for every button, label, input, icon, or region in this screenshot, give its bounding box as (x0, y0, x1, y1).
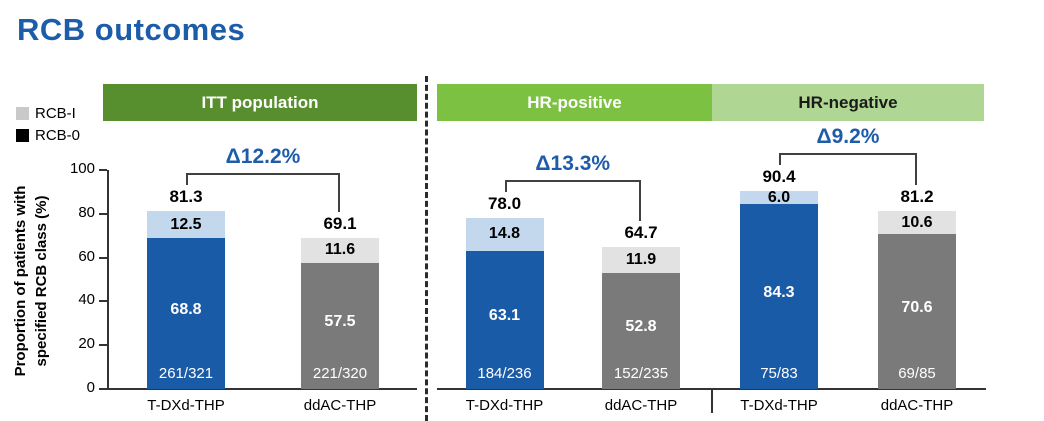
legend-swatch-rcb-0 (16, 128, 29, 142)
x-axis-separator-tick (711, 389, 713, 413)
y-axis-tick (99, 300, 107, 303)
delta-bracket-left-hr-positive (504, 180, 507, 193)
bar-rcb-i-label-hr-negative-ddac-thp: 10.6 (901, 213, 933, 231)
x-axis-category-label-hr-negative-t-dxd-thp: T-DXd-THP (740, 397, 818, 414)
group-header-hr-positive: HR-positive (437, 84, 712, 121)
x-axis-category-label-itt-t-dxd-thp: T-DXd-THP (147, 397, 225, 414)
bar-segment-rcb-0-hr-positive-ddac-thp (602, 273, 680, 389)
delta-bracket-horizontal-itt (186, 172, 340, 175)
legend: RCB-I RCB-0 (16, 102, 80, 146)
delta-bracket-right-hr-negative (915, 153, 917, 186)
y-axis-tick (99, 256, 107, 259)
delta-bracket-right-hr-positive (639, 180, 641, 222)
bar-segment-rcb-0-hr-positive-t-dxd-thp (465, 250, 544, 389)
x-axis-category-label-hr-positive-ddac-thp: ddAC-THP (604, 397, 678, 414)
y-axis-title: Proportion of patients with specified RC… (10, 151, 54, 411)
y-axis-tick-label: 80 (78, 203, 95, 221)
bar-segment-rcb-0-itt-ddac-thp (301, 263, 379, 389)
legend-label-rcb-i: RCB-I (35, 104, 76, 122)
bar-total-label-hr-negative-ddac-thp: 81.2 (900, 187, 934, 207)
y-axis-tick (99, 169, 107, 171)
y-axis-line (107, 170, 109, 389)
bar-total-label-hr-negative-t-dxd-thp: 90.4 (762, 167, 796, 187)
bar-segment-rcb-0-hr-negative-t-dxd-thp (740, 204, 818, 389)
bar-segment-rcb-i-hr-negative-ddac-thp (878, 211, 956, 235)
y-axis-tick-label: 40 (78, 291, 95, 309)
bar-fraction-label-itt-t-dxd-thp: 261/321 (158, 365, 214, 382)
bar-segment-rcb-i-hr-negative-t-dxd-thp (740, 191, 818, 205)
bar-segment-rcb-0-hr-negative-ddac-thp (878, 234, 956, 389)
bar-rcb-i-label-itt-ddac-thp: 11.6 (324, 241, 356, 259)
y-axis-tick-label: 0 (86, 379, 95, 396)
bar-total-label-hr-positive-t-dxd-thp: 78.0 (487, 194, 522, 214)
bar-fraction-label-hr-positive-ddac-thp: 152/235 (613, 365, 669, 382)
y-axis-tick-label: 20 (78, 335, 95, 353)
delta-bracket-right-itt (338, 172, 340, 212)
bar-rcb-0-label-itt-t-dxd-thp: 68.8 (170, 300, 202, 318)
delta-label-hr-positive: Δ13.3% (535, 152, 611, 176)
page-title: RCB outcomes (17, 12, 246, 47)
dashed-divider-line (425, 76, 428, 421)
bar-fraction-label-hr-negative-ddac-thp: 69/85 (898, 365, 936, 382)
y-axis-title-line2: specified RCB class (%) (33, 195, 50, 367)
delta-bracket-horizontal-hr-negative (779, 153, 917, 156)
group-header-hr-negative: HR-negative (712, 84, 984, 121)
x-axis-category-label-hr-negative-ddac-thp: ddAC-THP (880, 397, 954, 414)
bar-segment-rcb-i-itt-ddac-thp (301, 237, 379, 264)
bar-segment-rcb-i-itt-t-dxd-thp (147, 210, 225, 239)
bar-rcb-i-label-hr-positive-ddac-thp: 11.9 (625, 251, 657, 269)
legend-swatch-rcb-i (16, 106, 29, 120)
y-axis-tick-label: 100 (69, 160, 95, 177)
bar-segment-rcb-0-itt-t-dxd-thp (147, 238, 225, 389)
x-axis-line-itt (107, 388, 417, 390)
x-axis-category-label-itt-ddac-thp: ddAC-THP (303, 397, 377, 414)
legend-item-rcb-0: RCB-0 (16, 124, 80, 146)
y-axis-tick (99, 212, 107, 215)
delta-label-hr-negative: Δ9.2% (816, 125, 880, 149)
bar-total-label-itt-ddac-thp: 69.1 (323, 213, 357, 233)
delta-bracket-horizontal-hr-positive (504, 180, 641, 183)
bar-rcb-i-label-itt-t-dxd-thp: 12.5 (170, 215, 202, 233)
bar-fraction-label-hr-negative-t-dxd-thp: 75/83 (760, 365, 798, 382)
legend-label-rcb-0: RCB-0 (35, 126, 81, 144)
bar-segment-rcb-i-hr-positive-ddac-thp (602, 247, 680, 274)
bar-rcb-0-label-hr-negative-t-dxd-thp: 84.3 (763, 283, 795, 301)
bar-segment-rcb-i-hr-positive-t-dxd-thp (465, 218, 544, 251)
delta-label-itt: Δ12.2% (225, 144, 301, 168)
bar-rcb-0-label-hr-positive-ddac-thp: 52.8 (625, 318, 657, 336)
y-axis-tick (99, 344, 107, 347)
bar-rcb-0-label-itt-ddac-thp: 57.5 (324, 313, 356, 331)
bar-total-label-itt-t-dxd-thp: 81.3 (169, 186, 203, 206)
y-axis-title-line1: Proportion of patients with (12, 185, 29, 377)
delta-bracket-left-itt (186, 172, 188, 185)
delta-bracket-left-hr-negative (779, 153, 781, 166)
bar-fraction-label-hr-positive-t-dxd-thp: 184/236 (477, 365, 532, 382)
bar-rcb-i-label-hr-positive-t-dxd-thp: 14.8 (488, 225, 521, 243)
bar-fraction-label-itt-ddac-thp: 221/320 (312, 365, 368, 382)
y-axis-tick (99, 388, 107, 390)
x-axis-category-label-hr-positive-t-dxd-thp: T-DXd-THP (465, 397, 544, 414)
legend-item-rcb-i: RCB-I (16, 102, 80, 124)
bar-total-label-hr-positive-ddac-thp: 64.7 (624, 223, 658, 243)
y-axis-tick-label: 60 (78, 247, 95, 265)
bar-rcb-0-label-hr-negative-ddac-thp: 70.6 (901, 298, 933, 316)
bar-rcb-i-label-hr-negative-t-dxd-thp: 6.0 (767, 188, 791, 206)
bar-rcb-0-label-hr-positive-t-dxd-thp: 63.1 (488, 306, 521, 324)
group-header-itt: ITT population (103, 84, 417, 121)
